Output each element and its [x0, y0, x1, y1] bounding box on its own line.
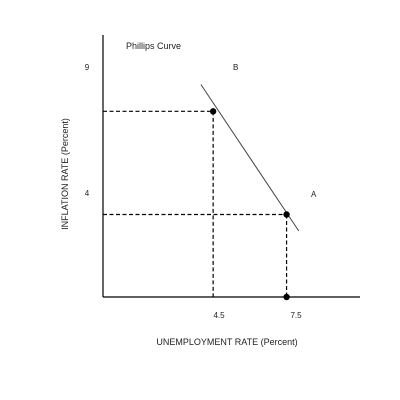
point-a — [283, 211, 290, 218]
y-tick-label: 9 — [85, 63, 90, 72]
x-axis-label: UNEMPLOYMENT RATE (Percent) — [156, 337, 297, 347]
y-tick-label: 4 — [85, 189, 90, 198]
y-axis-label: INFLATION RATE (Percent) — [60, 118, 70, 230]
x-tick-label: 7.5 — [290, 311, 302, 320]
points — [209, 108, 290, 301]
point-label-a: A — [311, 190, 317, 199]
x-tick-label: 4.5 — [213, 311, 225, 320]
point-label-b: B — [233, 63, 238, 72]
phillips-curve-line — [200, 84, 300, 232]
series-label: Phillips Curve — [126, 41, 181, 51]
axis-point-a — [283, 293, 290, 301]
reference-lines — [103, 110, 288, 297]
point-b — [209, 108, 217, 115]
